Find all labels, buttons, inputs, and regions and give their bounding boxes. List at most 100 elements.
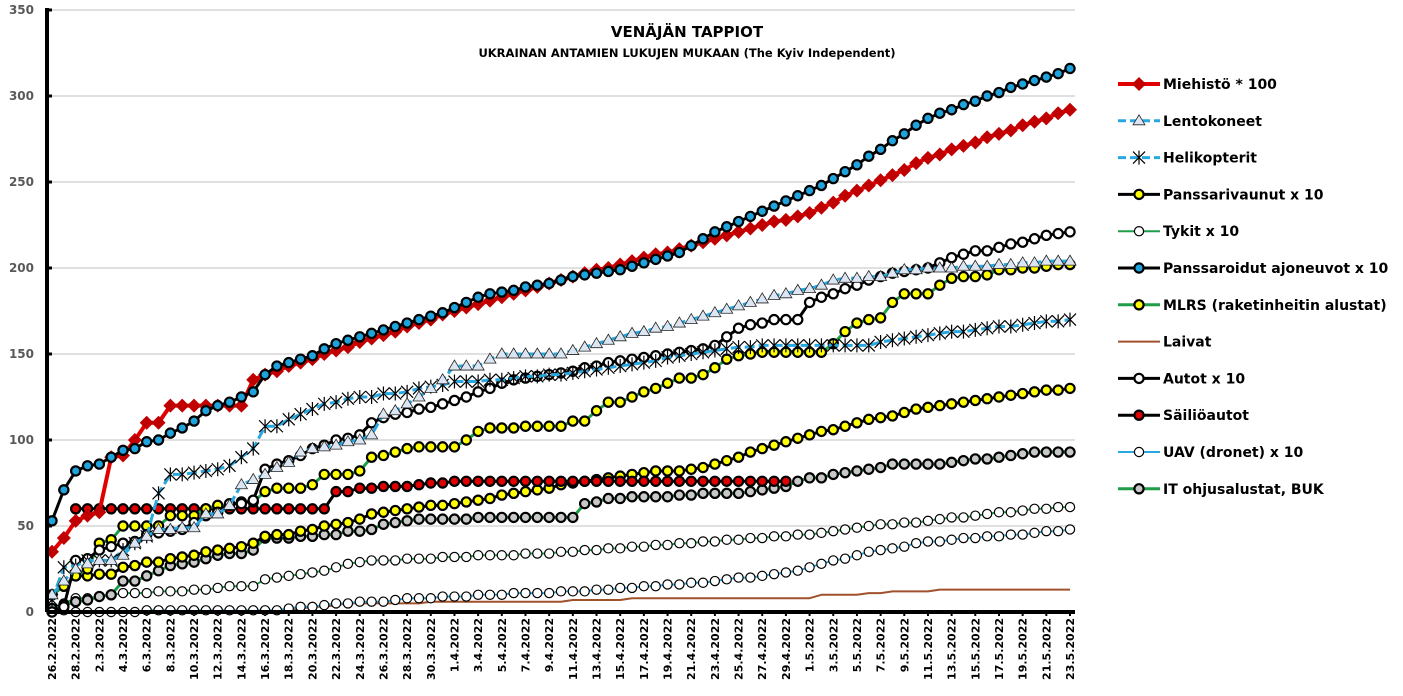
data-point [554,347,568,359]
data-point [814,278,829,290]
data-point [792,565,803,576]
data-point [874,461,887,474]
data-point [638,491,650,503]
data-point [898,458,910,470]
data-point [767,288,781,300]
data-point [672,316,687,328]
data-point [1005,81,1017,94]
data-point [981,245,993,257]
data-point [519,511,532,524]
data-point [768,568,780,580]
data-point [496,511,508,524]
legend-swatch-marker [1133,299,1145,311]
x-tick-label: 26.3.2022 [377,618,390,680]
data-point [484,492,496,505]
data-point [460,475,473,487]
data-point [626,475,638,487]
legend-label: UAV (dronet) x 10 [1163,445,1304,461]
data-point [673,246,686,259]
data-point [885,168,900,183]
data-point [969,394,982,407]
data-point [129,575,141,587]
data-point [495,372,509,387]
data-point [673,372,686,384]
data-point [93,544,106,556]
data-point [709,475,721,487]
data-point [366,555,377,566]
data-point [897,262,911,275]
data-point [117,444,129,457]
data-point [555,274,567,286]
data-point [708,343,722,358]
data-point [792,313,804,326]
data-point [732,215,745,228]
data-point [389,446,401,458]
data-point [448,394,461,407]
data-point [496,589,508,601]
data-point [968,259,983,271]
data-point [957,324,970,339]
data-point [200,546,212,558]
data-point [472,386,484,398]
data-point [306,503,319,515]
data-point [946,534,957,545]
data-point [602,475,615,487]
data-point [709,487,721,500]
data-point [909,262,923,275]
data-point [827,288,839,300]
data-point [425,441,437,453]
data-point [318,503,330,515]
data-point [709,536,721,547]
data-point [922,458,934,470]
data-point [472,291,484,303]
data-point [934,279,946,291]
x-tick-label: 26.2.2022 [46,618,59,680]
data-point [674,579,685,590]
data-point [471,359,485,371]
data-point [105,589,117,601]
data-point [709,362,721,374]
data-point [839,553,851,564]
data-point [791,283,805,295]
data-point [401,406,413,419]
data-point [187,398,202,413]
data-point [566,343,580,355]
chart-title: VENÄJÄN TAPPIOT [611,22,764,41]
x-tick-label: 7.5.2022 [875,618,888,672]
x-tick-label: 21.4.2022 [685,618,698,680]
x-tick-label: 21.5.2022 [1040,618,1053,680]
data-point [506,347,521,359]
data-point [602,265,615,278]
data-point [1052,525,1064,537]
data-point [129,520,141,532]
data-point [448,475,461,487]
data-point [294,407,308,422]
data-point [507,422,520,434]
data-point [721,454,733,467]
data-point [483,372,497,387]
data-point [508,587,519,599]
data-point [518,347,533,359]
data-point [212,399,224,412]
data-point [1027,114,1042,129]
data-point [283,356,295,369]
data-point [520,587,531,599]
data-point [755,292,769,304]
data-point [93,458,106,470]
x-tick-label: 15.5.2022 [969,618,982,680]
data-point [57,560,71,575]
data-point [945,104,958,116]
data-point [828,555,839,566]
data-point [448,513,461,525]
data-point [898,128,910,140]
data-point [780,195,792,207]
data-point [638,257,650,269]
data-point [744,475,757,487]
data-point [1016,448,1029,460]
data-point [614,543,626,554]
legend-swatch-marker [1133,225,1145,237]
data-point [554,367,568,382]
x-tick-label: 28.2.2022 [70,618,83,680]
data-point [461,591,472,602]
y-tick-label: 50 [17,519,34,533]
